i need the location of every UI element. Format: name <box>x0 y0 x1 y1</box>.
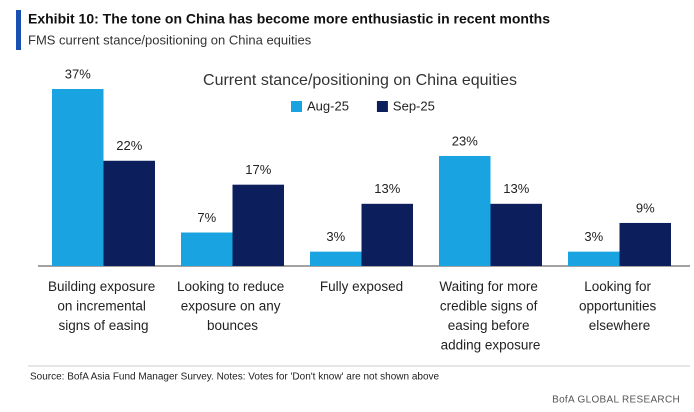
legend-label: Sep-25 <box>393 98 435 113</box>
legend-swatch <box>291 101 302 112</box>
chart-title: Exhibit 10: The tone on China has become… <box>28 11 550 27</box>
value-label: 37% <box>65 66 91 81</box>
value-label: 7% <box>197 210 216 225</box>
value-label: 9% <box>636 200 655 215</box>
x-tick-line: exposure on any <box>181 298 285 313</box>
value-label: 22% <box>116 138 142 153</box>
bar <box>232 184 284 266</box>
x-tick-line: adding exposure <box>441 337 541 352</box>
x-tick-line: Looking for <box>584 279 655 294</box>
x-tick-line: elsewhere <box>589 318 651 333</box>
bar <box>310 251 362 266</box>
x-tick-label: Looking to reduce exposure on any bounce… <box>177 279 288 333</box>
x-tick-label: Waiting for more credible signs of easin… <box>439 279 541 353</box>
x-tick-label: Looking for opportunities elsewhere <box>579 279 660 333</box>
bar <box>361 203 413 266</box>
value-label: 17% <box>245 162 271 177</box>
accent-bar <box>16 10 21 50</box>
bar <box>103 160 155 266</box>
chart-subtitle: FMS current stance/positioning on China … <box>28 32 312 47</box>
bar <box>619 222 671 266</box>
bar <box>181 232 233 266</box>
x-tick-line: easing before <box>448 318 534 333</box>
bar <box>568 251 620 266</box>
x-tick-line: Building exposure <box>48 279 159 294</box>
x-tick-line: signs of easing <box>58 318 148 333</box>
x-tick-line: opportunities <box>579 298 660 313</box>
legend-swatch <box>376 101 388 112</box>
value-label: 23% <box>452 133 478 148</box>
x-tick-line: bounces <box>207 318 258 333</box>
x-tick-line: Looking to reduce <box>177 279 288 294</box>
brand: BofA GLOBAL RESEARCH <box>552 395 680 406</box>
x-tick-line: Waiting for more <box>439 279 541 294</box>
x-tick-label: Fully exposed <box>320 279 403 294</box>
bar <box>490 203 542 266</box>
x-tick-line: credible signs of <box>440 298 541 313</box>
source-note: Source: BofA Asia Fund Manager Survey. N… <box>30 372 440 383</box>
value-label: 13% <box>503 181 529 196</box>
x-tick-line: on incremental <box>57 298 149 313</box>
bar <box>52 89 104 266</box>
inner-title: Current stance/positioning on China equi… <box>203 72 517 89</box>
x-tick-line: Fully exposed <box>320 279 403 294</box>
x-tick-label: Building exposure on incremental signs o… <box>48 279 159 333</box>
value-label: 3% <box>326 229 345 244</box>
legend-label: Aug-25 <box>307 98 349 113</box>
bar <box>439 155 491 266</box>
value-label: 13% <box>374 181 400 196</box>
value-label: 3% <box>584 229 603 244</box>
